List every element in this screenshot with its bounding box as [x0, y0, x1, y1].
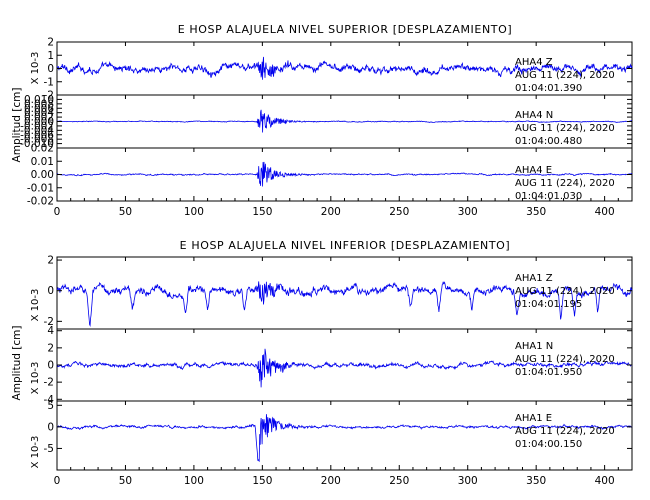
y-tick-label: 2: [47, 342, 54, 354]
y-tick-label: -0.004: [20, 125, 54, 137]
time-label: 01:04:00.480: [515, 136, 582, 147]
trace-line-aha4-e: [56, 161, 633, 187]
date-label: AUG 11 (224), 2020: [515, 426, 615, 437]
y-tick-label: 0.008: [24, 98, 54, 110]
y-tick-label: 1: [47, 50, 54, 62]
y-tick-label: 0: [47, 360, 54, 372]
y-tick-label: -0.008: [20, 134, 54, 146]
channel-label: AHA1 N: [515, 341, 553, 352]
y-tick-label: 0: [47, 421, 54, 433]
x-tick-label: 400: [595, 475, 615, 487]
x-tick-label: 50: [119, 475, 132, 487]
channel-label: AHA1 Z: [515, 273, 553, 284]
x-tick-label: 400: [595, 206, 615, 218]
date-label: AUG 11 (224), 2020: [515, 354, 615, 365]
date-label: AUG 11 (224), 2020: [515, 286, 615, 297]
y-tick-label: -2: [44, 90, 54, 102]
x-tick-label: 250: [389, 206, 409, 218]
multiplier-label: X 10-3: [30, 52, 41, 85]
y-tick-label: -2: [44, 377, 54, 389]
y-tick-label: 0.004: [24, 107, 54, 119]
x-tick-label: 50: [119, 206, 132, 218]
channel-label: AHA4 N: [515, 110, 553, 121]
y-tick-label: 0: [47, 285, 54, 297]
lower-y-axis-label: Amplitud [cm]: [11, 326, 23, 401]
x-tick-label: 100: [184, 206, 204, 218]
y-tick-label: 0.000: [24, 116, 54, 128]
date-label: AUG 11 (224), 2020: [515, 70, 615, 81]
time-label: 01:04:01.195: [515, 299, 582, 310]
y-tick-label: -0.01: [27, 182, 54, 194]
time-label: 01:04:00.150: [515, 439, 582, 450]
x-tick-label: 350: [526, 475, 546, 487]
upper-trace-z: 210-1 -2 X 10-3 AHA4 Z AUG 11 (224), 2020…: [30, 37, 633, 102]
time-label: 01:04:01.390: [515, 83, 582, 94]
x-tick-label: 350: [526, 206, 546, 218]
y-tick-label: 0.00: [31, 169, 54, 181]
channel-label: AHA4 E: [515, 165, 552, 176]
y-tick-label: 0.02: [31, 143, 54, 155]
upper-chart-title: E HOSP ALAJUELA NIVEL SUPERIOR [DESPLAZA…: [178, 23, 513, 36]
y-tick-label: 2: [47, 255, 54, 267]
y-tick-label: -0.006: [20, 129, 54, 141]
x-tick-label: 200: [321, 206, 341, 218]
trace-line-aha4-z: [56, 56, 633, 80]
multiplier-label: X 10-3: [30, 362, 41, 395]
y-tick-label: -1: [44, 76, 54, 88]
trace-line-aha1-z: [56, 281, 633, 328]
y-tick-label: -4: [44, 394, 55, 406]
time-label: 01:04:01.030: [515, 191, 582, 202]
date-label: AUG 11 (224), 2020: [515, 178, 615, 189]
x-tick-label: 300: [458, 206, 478, 218]
x-tick-label: 250: [389, 475, 409, 487]
y-tick-label: -2: [44, 316, 54, 328]
lower-x-axis: 0 50 100 150 200 250 300 350 400: [54, 257, 633, 487]
upper-y-axis-label: Amplitud [cm]: [11, 88, 23, 163]
y-tick-label: -0.010: [20, 138, 54, 150]
y-tick-label: 0.002: [24, 112, 54, 124]
x-tick-label: 0: [54, 475, 61, 487]
trace-line-aha1-n: [56, 348, 633, 388]
trace-line-aha1-e: [56, 414, 633, 463]
y-tick-label: 0: [47, 63, 54, 75]
y-tick-label: -0.002: [20, 120, 54, 132]
time-label: 01:04:01.950: [515, 367, 582, 378]
multiplier-label: X 10-3: [30, 289, 41, 322]
y-tick-label: 5: [47, 400, 54, 412]
channel-label: AHA1 E: [515, 413, 552, 424]
lower-chart-title: E HOSP ALAJUELA NIVEL INFERIOR [DESPLAZA…: [180, 239, 511, 252]
y-tick-label: 4: [47, 325, 54, 337]
y-tick-label: 0.01: [31, 156, 54, 168]
lower-trace-e: 5 0 -5 X 10-3 AHA1 E AUG 11 (224), 2020 01…: [30, 400, 633, 471]
y-tick-label: -5: [44, 443, 54, 455]
y-tick-label: 2: [47, 37, 54, 49]
x-tick-label: 200: [321, 475, 341, 487]
x-tick-label: 100: [184, 475, 204, 487]
y-tick-label: -0.02: [27, 196, 54, 208]
channel-label: AHA4 Z: [515, 57, 553, 68]
multiplier-label: X 10-3: [30, 436, 41, 469]
date-label: AUG 11 (224), 2020: [515, 123, 615, 134]
upper-trace-n: 0.0100.0080.0060.0040.0020.000-0.002-0.0…: [20, 94, 633, 150]
x-tick-label: 0: [54, 206, 61, 218]
trace-line-aha4-n: [56, 109, 633, 133]
y-tick-label: 0.010: [24, 94, 54, 106]
x-tick-label: 150: [252, 475, 272, 487]
y-tick-label: 0.006: [24, 103, 54, 115]
upper-x-axis: 0 50 100 150 200 250 300 350 400: [54, 42, 633, 218]
x-tick-label: 300: [458, 475, 478, 487]
lower-trace-n: 4 2 0 -2 -4 X 10-3 AHA1 N AUG 11 (224), 2020…: [30, 325, 633, 406]
x-tick-label: 150: [252, 206, 272, 218]
